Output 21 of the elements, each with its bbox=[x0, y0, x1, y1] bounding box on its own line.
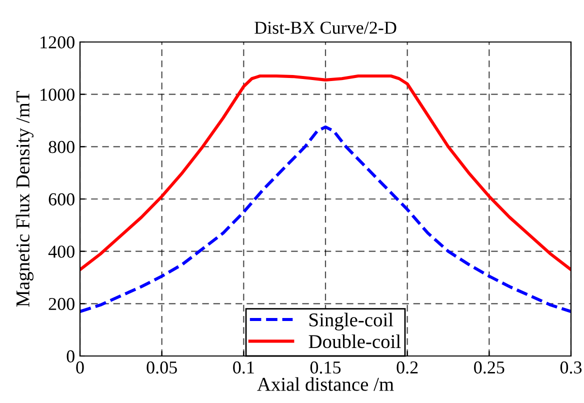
line-series bbox=[80, 126, 571, 314]
chart-title: Dist-BX Curve/2-D bbox=[254, 22, 396, 34]
y-tick-label: 0 bbox=[66, 350, 74, 362]
x-tick-label: 0.3 bbox=[560, 361, 582, 374]
y-tick-label: 200 bbox=[48, 298, 74, 310]
legend-label: Double-coil bbox=[308, 334, 401, 348]
line-series bbox=[80, 74, 571, 272]
x-tick-label: 0.15 bbox=[310, 361, 341, 374]
x-tick-label: 0.25 bbox=[474, 361, 504, 374]
x-tick-label: 0.1 bbox=[233, 361, 254, 374]
y-tick-label: 600 bbox=[48, 193, 74, 206]
y-tick-label: 400 bbox=[48, 246, 74, 258]
x-tick-label: 0.2 bbox=[396, 361, 418, 374]
y-tick-label: 1000 bbox=[40, 88, 74, 101]
y-tick-label: 1200 bbox=[40, 36, 74, 48]
x-tick-label: 0.05 bbox=[146, 361, 177, 374]
y-tick-label: 800 bbox=[48, 140, 74, 154]
x-axis-title: Axial distance /m bbox=[257, 377, 394, 391]
legend-label: Single-coil bbox=[310, 312, 394, 330]
x-tick-label: 0 bbox=[76, 361, 84, 374]
y-axis-title: Magnetic Flux Density /mT bbox=[16, 91, 34, 307]
